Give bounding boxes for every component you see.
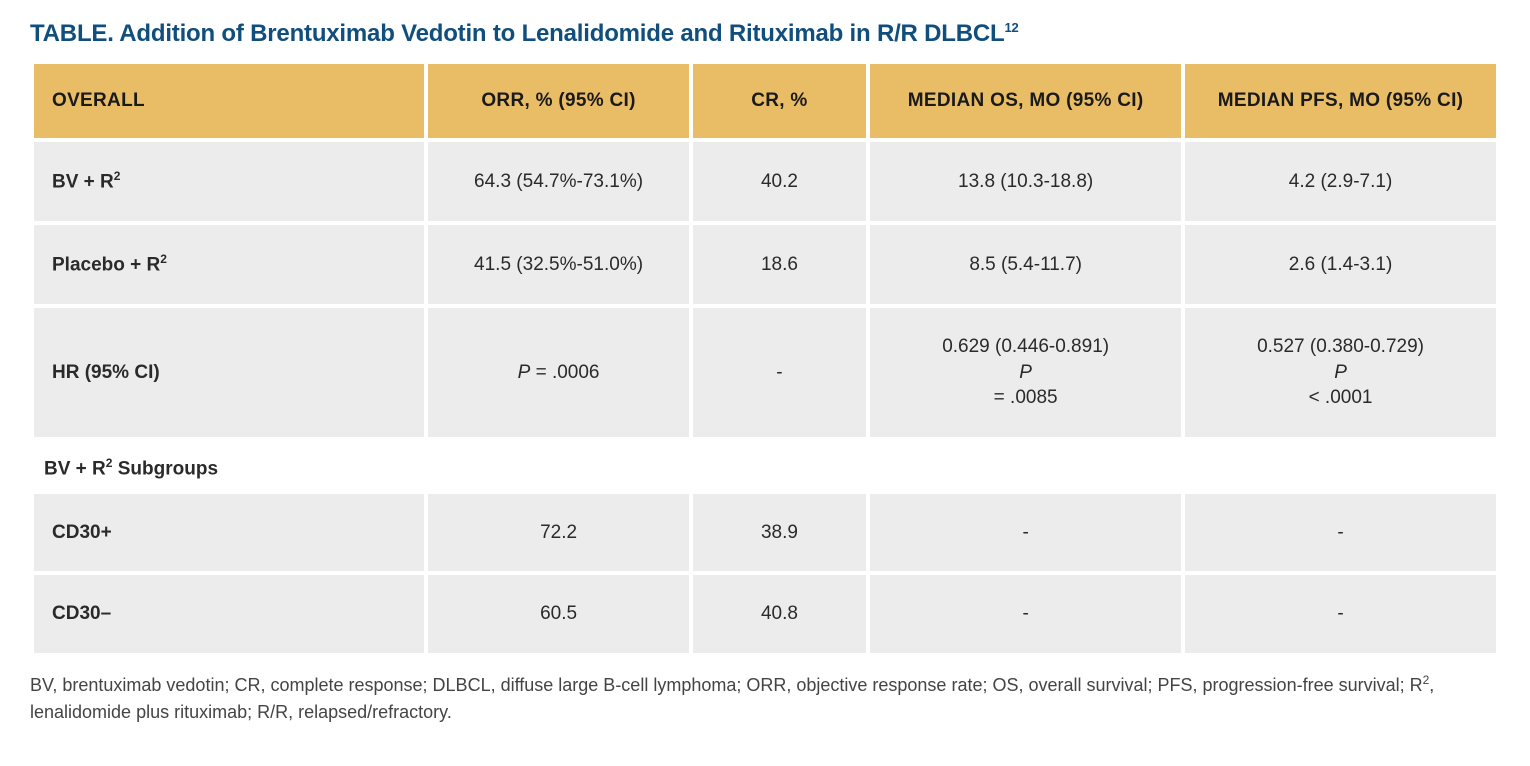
pval-rest: = .0085 bbox=[942, 385, 1109, 411]
section-header-row: BV + R2 Subgroups bbox=[34, 441, 1496, 490]
col-header-os: MEDIAN OS, MO (95% CI) bbox=[870, 64, 1181, 138]
cell-placebo-orr: 41.5 (32.5%-51.0%) bbox=[428, 225, 688, 304]
cell-hr-cr: - bbox=[693, 308, 867, 437]
section-post: Subgroups bbox=[112, 458, 218, 479]
cell-cd30n-orr: 60.5 bbox=[428, 575, 688, 653]
section-pre: BV + R bbox=[44, 458, 106, 479]
table-row: BV + R2 64.3 (54.7%-73.1%) 40.2 13.8 (10… bbox=[34, 142, 1496, 221]
cell-placebo-os: 8.5 (5.4-11.7) bbox=[870, 225, 1181, 304]
row-label-bv-pre: BV + R bbox=[52, 171, 114, 192]
cell-bv-orr: 64.3 (54.7%-73.1%) bbox=[428, 142, 688, 221]
table-row: Placebo + R2 41.5 (32.5%-51.0%) 18.6 8.5… bbox=[34, 225, 1496, 304]
cell-placebo-pfs: 2.6 (1.4-3.1) bbox=[1185, 225, 1496, 304]
table-row: HR (95% CI) P = .0006 - 0.629 (0.446-0.8… bbox=[34, 308, 1496, 437]
row-label-hr: HR (95% CI) bbox=[34, 308, 424, 437]
row-label-bv-sup: 2 bbox=[114, 169, 121, 183]
title-text: Addition of Brentuximab Vedotin to Lenal… bbox=[114, 20, 1005, 47]
row-label-bv: BV + R2 bbox=[34, 142, 424, 221]
row-label-placebo-sup: 2 bbox=[160, 252, 167, 266]
cell-hr-pfs: 0.527 (0.380-0.729) P < .0001 bbox=[1185, 308, 1496, 437]
pval-rest: < .0001 bbox=[1257, 385, 1424, 411]
cell-cd30p-cr: 38.9 bbox=[693, 494, 867, 572]
cell-cd30n-os: - bbox=[870, 575, 1181, 653]
clinical-results-table: OVERALL ORR, % (95% CI) CR, % MEDIAN OS,… bbox=[30, 60, 1500, 657]
section-header-label: BV + R2 Subgroups bbox=[34, 441, 1496, 490]
pval-prefix: P bbox=[1257, 360, 1424, 386]
title-label-prefix: TABLE. bbox=[30, 20, 114, 47]
footnote-pre: BV, brentuximab vedotin; CR, complete re… bbox=[30, 675, 1423, 695]
table-header-row: OVERALL ORR, % (95% CI) CR, % MEDIAN OS,… bbox=[34, 64, 1496, 138]
pval-prefix: P bbox=[518, 362, 531, 383]
cell-cd30n-pfs: - bbox=[1185, 575, 1496, 653]
hr-os-value: 0.629 (0.446-0.891) bbox=[942, 334, 1109, 360]
row-label-placebo-pre: Placebo + R bbox=[52, 254, 160, 275]
cell-cd30p-os: - bbox=[870, 494, 1181, 572]
table-title: TABLE. Addition of Brentuximab Vedotin t… bbox=[30, 20, 1500, 48]
col-header-overall: OVERALL bbox=[34, 64, 424, 138]
cell-cd30p-pfs: - bbox=[1185, 494, 1496, 572]
col-header-orr: ORR, % (95% CI) bbox=[428, 64, 688, 138]
row-label-placebo: Placebo + R2 bbox=[34, 225, 424, 304]
table-footnote: BV, brentuximab vedotin; CR, complete re… bbox=[30, 671, 1480, 726]
table-row: CD30+ 72.2 38.9 - - bbox=[34, 494, 1496, 572]
cell-bv-cr: 40.2 bbox=[693, 142, 867, 221]
cell-hr-os: 0.629 (0.446-0.891) P = .0085 bbox=[870, 308, 1181, 437]
hr-pfs-value: 0.527 (0.380-0.729) bbox=[1257, 334, 1424, 360]
title-citation-sup: 12 bbox=[1004, 20, 1018, 35]
col-header-pfs: MEDIAN PFS, MO (95% CI) bbox=[1185, 64, 1496, 138]
pval-prefix: P bbox=[942, 360, 1109, 386]
table-row: CD30– 60.5 40.8 - - bbox=[34, 575, 1496, 653]
pval-rest: = .0006 bbox=[530, 362, 599, 383]
cell-cd30p-orr: 72.2 bbox=[428, 494, 688, 572]
cell-placebo-cr: 18.6 bbox=[693, 225, 867, 304]
cell-bv-os: 13.8 (10.3-18.8) bbox=[870, 142, 1181, 221]
col-header-cr: CR, % bbox=[693, 64, 867, 138]
cell-hr-orr: P = .0006 bbox=[428, 308, 688, 437]
cell-cd30n-cr: 40.8 bbox=[693, 575, 867, 653]
row-label-cd30n: CD30– bbox=[34, 575, 424, 653]
cell-bv-pfs: 4.2 (2.9-7.1) bbox=[1185, 142, 1496, 221]
row-label-cd30p: CD30+ bbox=[34, 494, 424, 572]
